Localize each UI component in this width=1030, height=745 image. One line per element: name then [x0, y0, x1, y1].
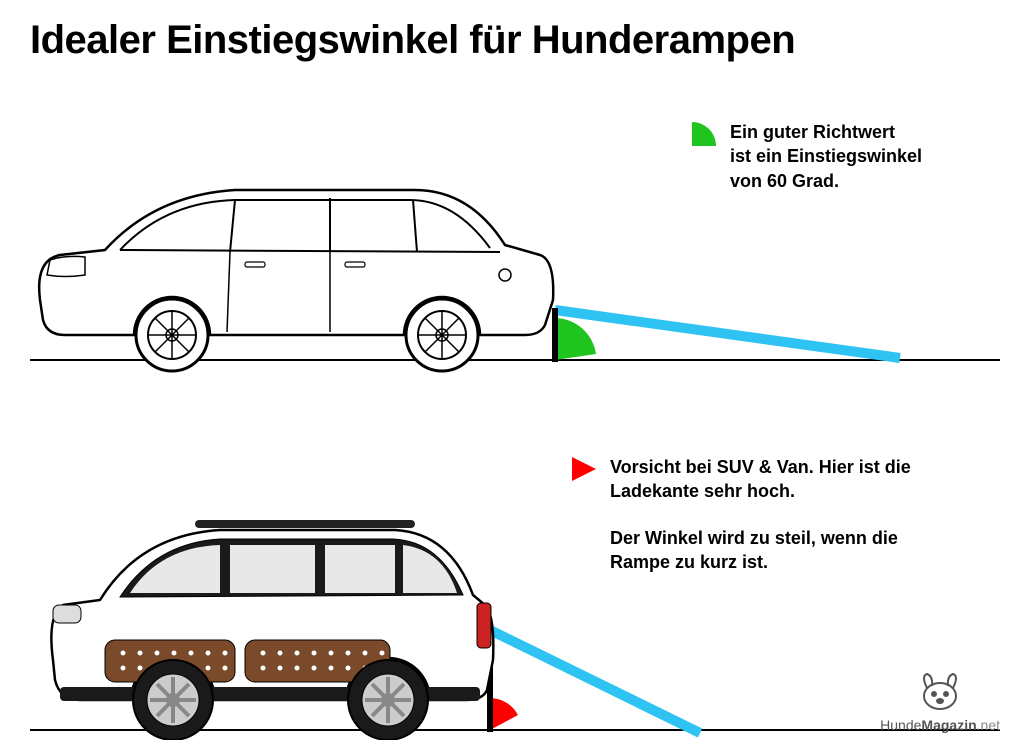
roof-rail [195, 520, 415, 528]
brand-2: Magazin [921, 717, 976, 733]
page-title: Idealer Einstiegswinkel für Hunderampen [30, 18, 795, 63]
window-2 [230, 545, 315, 593]
taillight [477, 603, 491, 648]
brand-text: HundeMagazin.net [880, 717, 1000, 733]
window-3 [325, 545, 395, 593]
angle-icon-warning [570, 455, 598, 483]
spacer [610, 504, 990, 526]
brand-logo: HundeMagazin.net [880, 670, 1000, 733]
car-suv [51, 520, 493, 740]
warn-text-2: Ladekante sehr hoch. [610, 479, 990, 503]
angle-icon-good [690, 120, 718, 148]
info-text-2: ist ein Einstiegswinkel [730, 144, 990, 168]
wheel-rear [406, 299, 478, 371]
car-sedan [39, 190, 553, 371]
wheel-rear-suv [348, 660, 428, 740]
angle-wedge-bad [490, 698, 518, 730]
info-warning: Vorsicht bei SUV & Van. Hier ist die Lad… [610, 455, 990, 574]
ramp-line [555, 310, 900, 358]
warn-text-4: Der Winkel wird zu steil, wenn die [610, 526, 990, 550]
wheel-front-suv [133, 660, 213, 740]
dog-icon [905, 670, 975, 712]
info-text-1: Ein guter Richtwert [730, 120, 990, 144]
scene-suv: Vorsicht bei SUV & Van. Hier ist die Lad… [0, 430, 1030, 740]
brand-1: Hunde [880, 717, 921, 733]
headlight-suv [53, 605, 81, 623]
info-text-3: von 60 Grad. [730, 169, 990, 193]
brand-suffix: .net [977, 717, 1000, 733]
angle-wedge-good [555, 318, 596, 360]
wheel-front [136, 299, 208, 371]
scene-sedan: Ein guter Richtwert ist ein Einstiegswin… [0, 100, 1030, 380]
car-body [39, 190, 553, 335]
warn-text-5: Rampe zu kurz ist. [610, 550, 990, 574]
ramp-line-2 [490, 630, 700, 733]
warn-text-1: Vorsicht bei SUV & Van. Hier ist die [610, 455, 990, 479]
info-good: Ein guter Richtwert ist ein Einstiegswin… [730, 120, 990, 193]
